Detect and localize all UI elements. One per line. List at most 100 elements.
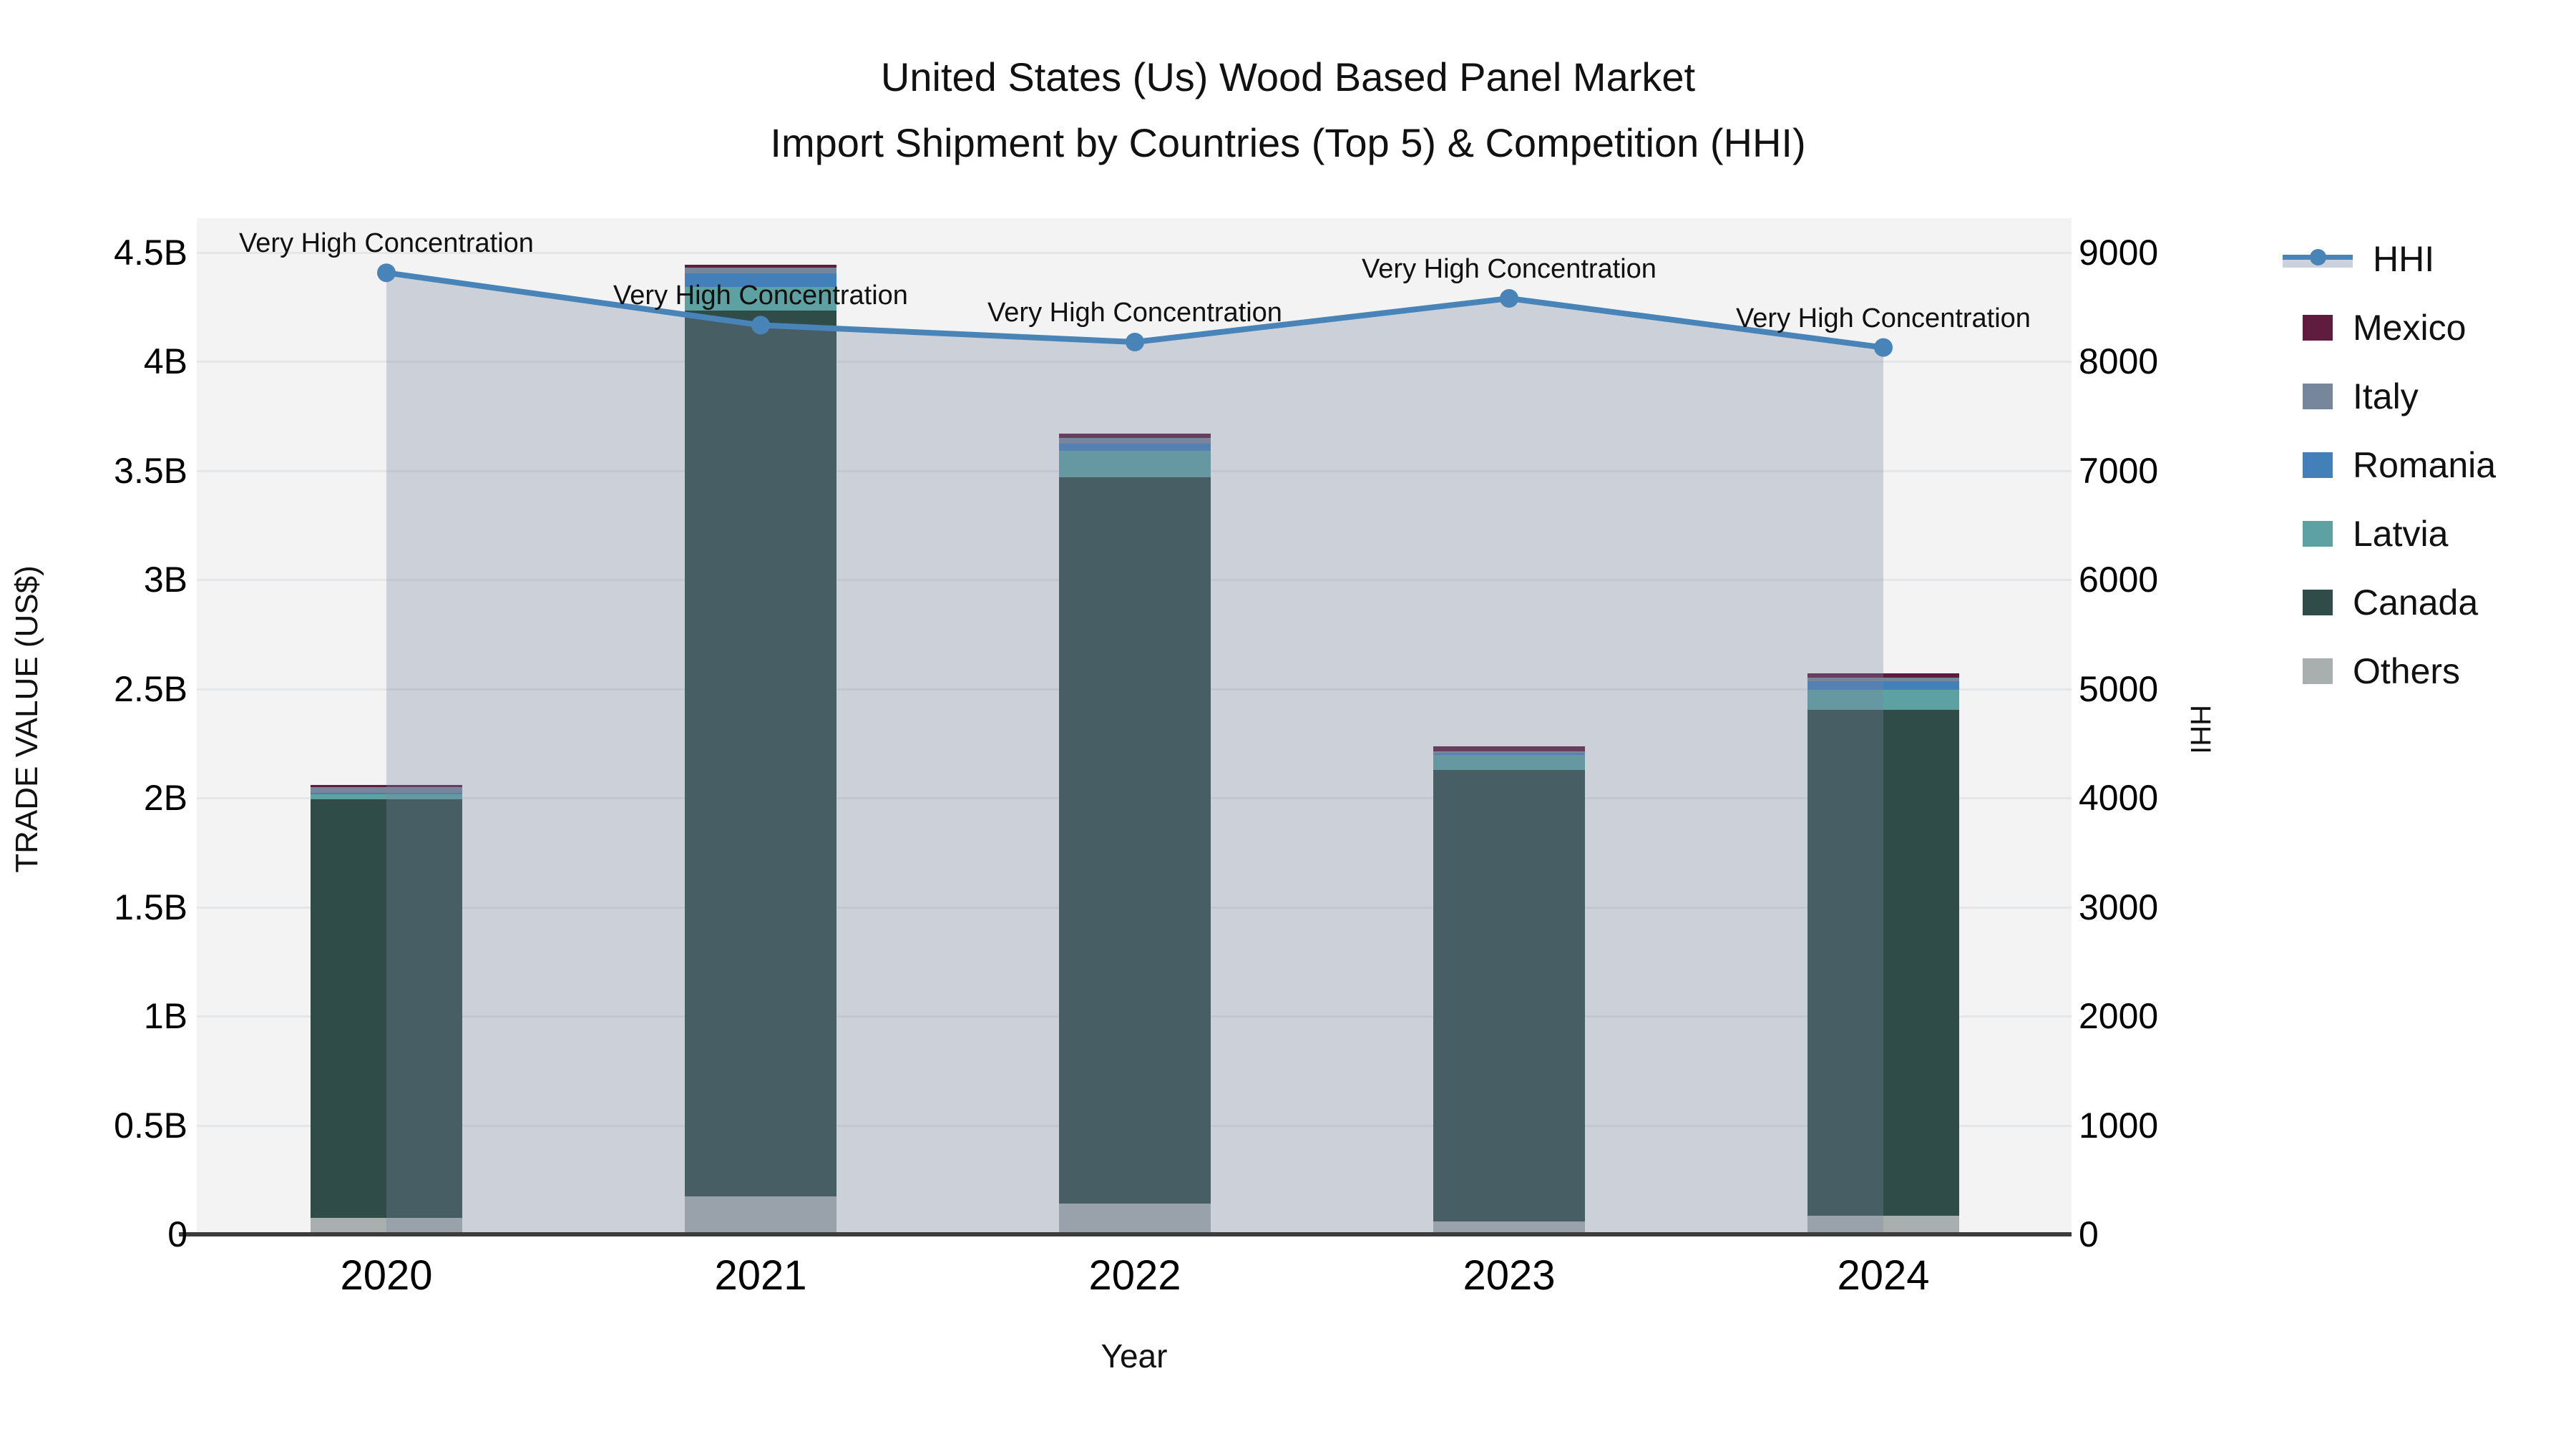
y-tick-4.5B: 4.5B	[114, 233, 187, 273]
plot-area: Very High Concentration Very High Concent…	[197, 218, 2072, 1235]
legend-label-latvia: Latvia	[2353, 514, 2449, 554]
bar-segment-mexico-2020	[311, 784, 462, 787]
bar-segment-romania-2023	[1433, 753, 1585, 756]
legend: HHI Mexico Italy Romania Latvia Canada Others	[2283, 225, 2496, 706]
y2-tick-2000: 2000	[2079, 996, 2159, 1037]
legend-item-romania[interactable]: Romania	[2283, 431, 2496, 499]
hhi-marker-2020	[377, 263, 396, 283]
annotation-2022: Very High Concentration	[987, 298, 1282, 328]
y2-tick-9000: 9000	[2079, 233, 2159, 273]
legend-item-mexico[interactable]: Mexico	[2283, 293, 2496, 362]
chart-title: United States (Us) Wood Based Panel Mark…	[880, 54, 1696, 99]
hhi-marker-swatch	[2310, 249, 2326, 265]
bar-segment-latvia-2020	[311, 794, 462, 799]
legend-swatch-mexico	[2303, 315, 2333, 341]
y2-tick-3000: 3000	[2079, 887, 2159, 927]
hhi-marker-2021	[751, 316, 770, 335]
bar-segment-others-2023	[1433, 1221, 1585, 1234]
annotation-2023: Very High Concentration	[1362, 254, 1657, 285]
annotation-2020: Very High Concentration	[239, 228, 534, 259]
legend-swatch-canada	[2303, 590, 2333, 615]
annotation-2024: Very High Concentration	[1736, 303, 2031, 333]
y-tick-2B: 2B	[143, 778, 187, 819]
y-tick-0.5B: 0.5B	[114, 1105, 187, 1146]
legend-label-canada: Canada	[2353, 582, 2479, 623]
y2-tick-0: 0	[2079, 1214, 2099, 1254]
bar-segment-romania-2021	[685, 273, 836, 287]
y-tick-3B: 3B	[143, 560, 187, 600]
legend-swatch-romania	[2303, 452, 2333, 478]
legend-label-mexico: Mexico	[2353, 308, 2467, 348]
hhi-line-chart	[377, 263, 1893, 1235]
hhi-line-icon	[2283, 246, 2353, 272]
legend-item-canada[interactable]: Canada	[2283, 568, 2496, 637]
y-tick-3.5B: 3.5B	[114, 450, 187, 491]
bar-segment-others-2022	[1059, 1204, 1211, 1234]
bar-segment-mexico-2022	[1059, 434, 1211, 439]
annotation-2021: Very High Concentration	[613, 280, 908, 311]
bar-segment-canada-2020	[311, 799, 462, 1219]
y2-tick-7000: 7000	[2079, 450, 2159, 491]
legend-label-romania: Romania	[2353, 445, 2497, 485]
bar-segment-latvia-2021	[685, 286, 836, 311]
bar-segment-italy-2024	[1807, 677, 1959, 681]
legend-item-latvia[interactable]: Latvia	[2283, 499, 2496, 568]
x-tick-2024: 2024	[1837, 1252, 1930, 1299]
legend-label-hhi: HHI	[2373, 239, 2435, 279]
bar-segment-mexico-2024	[1807, 673, 1959, 678]
y-tick-4B: 4B	[143, 341, 187, 382]
chart-subtitle: Import Shipment by Countries (Top 5) & C…	[770, 120, 1806, 165]
legend-item-hhi[interactable]: HHI	[2283, 225, 2496, 293]
bar-segment-latvia-2024	[1807, 689, 1959, 710]
x-axis-line	[179, 1232, 2072, 1236]
hhi-marker-2022	[1126, 333, 1144, 351]
x-tick-2022: 2022	[1088, 1252, 1181, 1299]
y-tick-1.5B: 1.5B	[114, 887, 187, 927]
y2-tick-5000: 5000	[2079, 668, 2159, 709]
y2-axis-title: HHI	[2185, 705, 2216, 754]
y-tick-1B: 1B	[143, 996, 187, 1037]
bar-segment-latvia-2022	[1059, 451, 1211, 478]
bar-segment-romania-2022	[1059, 444, 1211, 452]
bar-segment-italy-2021	[685, 268, 836, 273]
y2-tick-6000: 6000	[2079, 560, 2159, 600]
bar-segment-italy-2022	[1059, 438, 1211, 444]
y-tick-2.5B: 2.5B	[114, 668, 187, 709]
legend-swatch-others	[2303, 658, 2333, 684]
hhi-marker-2024	[1874, 338, 1893, 357]
bar-segment-italy-2023	[1433, 751, 1585, 754]
y-axis-title: TRADE VALUE (US$)	[9, 565, 44, 873]
legend-label-italy: Italy	[2353, 376, 2419, 416]
bar-segment-others-2024	[1807, 1216, 1959, 1234]
bar-segment-italy-2020	[311, 786, 462, 793]
hhi-area-fill	[386, 273, 1883, 1235]
chart-title-block: United States (Us) Wood Based Panel Mark…	[0, 44, 2576, 176]
legend-label-others: Others	[2353, 651, 2461, 691]
bar-segment-canada-2024	[1807, 709, 1959, 1216]
y2-tick-4000: 4000	[2079, 778, 2159, 819]
legend-item-others[interactable]: Others	[2283, 637, 2496, 706]
legend-item-italy[interactable]: Italy	[2283, 362, 2496, 431]
legend-swatch-italy	[2303, 384, 2333, 409]
bar-segment-romania-2024	[1807, 680, 1959, 690]
y-tick-0: 0	[167, 1214, 187, 1254]
gridline-4.5B	[197, 252, 2072, 254]
x-axis-title: Year	[1101, 1337, 1168, 1375]
bar-segment-romania-2020	[311, 792, 462, 794]
bar-segment-canada-2021	[685, 310, 836, 1196]
y2-tick-8000: 8000	[2079, 341, 2159, 382]
bar-segment-latvia-2023	[1433, 755, 1585, 770]
hhi-marker-2023	[1500, 289, 1518, 308]
x-tick-2023: 2023	[1463, 1252, 1556, 1299]
bar-segment-mexico-2021	[685, 265, 836, 268]
x-tick-2021: 2021	[714, 1252, 807, 1299]
legend-swatch-latvia	[2303, 521, 2333, 547]
bar-segment-mexico-2023	[1433, 746, 1585, 752]
y2-tick-1000: 1000	[2079, 1105, 2159, 1146]
bar-segment-canada-2023	[1433, 769, 1585, 1221]
bar-segment-canada-2022	[1059, 477, 1211, 1204]
gridline-4B	[197, 361, 2072, 364]
x-tick-2020: 2020	[340, 1252, 433, 1299]
bar-segment-others-2021	[685, 1196, 836, 1234]
